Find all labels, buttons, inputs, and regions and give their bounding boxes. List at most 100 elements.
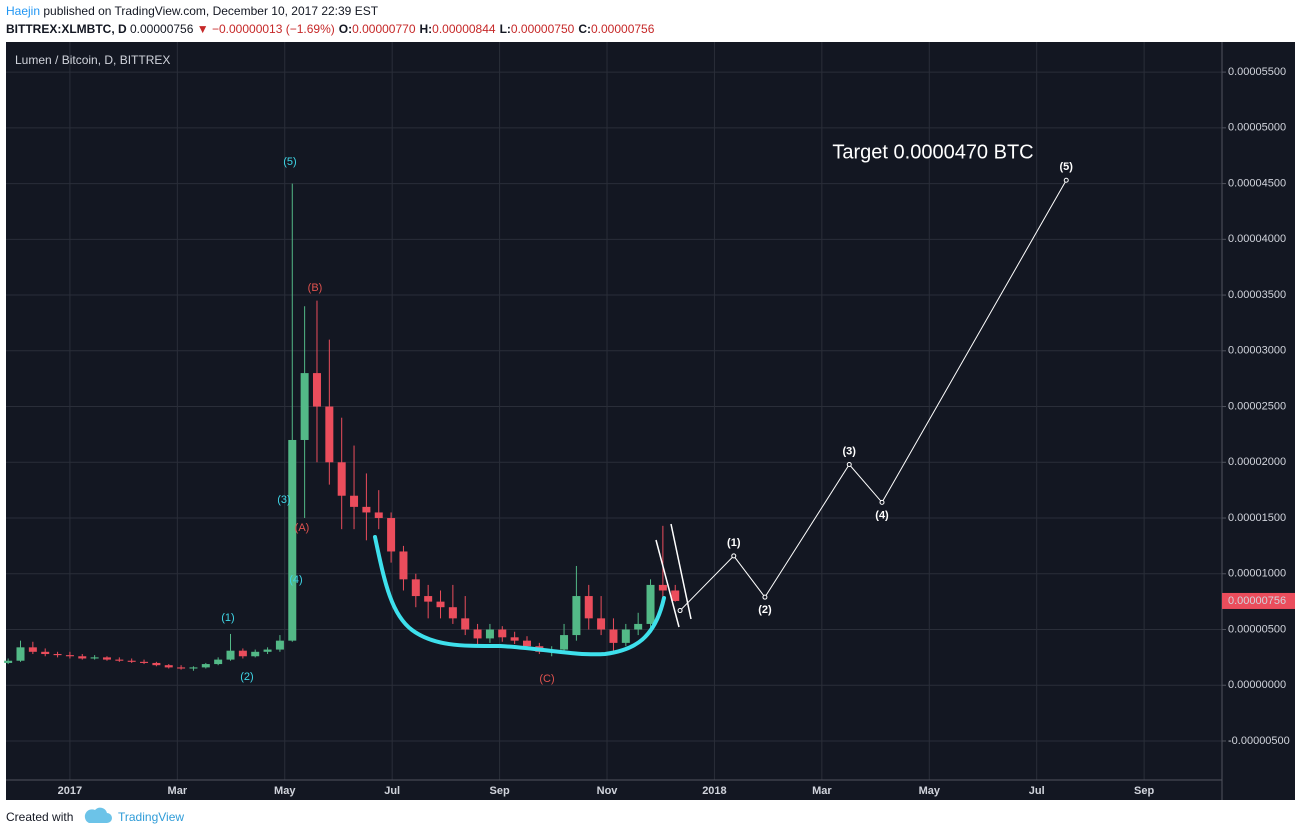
footer-created: Created with <box>6 810 73 824</box>
ohlc-value: 0.00000750 <box>511 22 575 36</box>
x-tick-label: Mar <box>812 785 832 797</box>
ohlc-key: O: <box>339 22 352 36</box>
symbol: BITTREX:XLMBTC, D <box>6 22 127 36</box>
direction: ▼ <box>197 22 209 36</box>
change: −0.00000013 (−1.69%) <box>212 22 335 36</box>
candle-body <box>140 661 149 663</box>
candle-body <box>41 651 50 655</box>
y-tick-label: 0.00005000 <box>1228 122 1286 134</box>
projection-label: (4) <box>875 509 889 521</box>
y-tick-label: 0.00001000 <box>1228 568 1286 580</box>
candle-body <box>411 579 420 597</box>
candle-body <box>189 667 198 669</box>
candle-body <box>510 637 519 641</box>
ohlc-value: 0.00000756 <box>591 22 655 36</box>
projection-label: (5) <box>1060 161 1074 173</box>
candle-body <box>522 640 531 647</box>
candle-body <box>78 656 87 659</box>
candle-body <box>572 596 581 636</box>
candle-body <box>448 607 457 619</box>
candle-body <box>671 590 680 601</box>
author[interactable]: Haejin <box>6 4 40 18</box>
candle-body <box>609 629 618 643</box>
y-tick-label: 0.00001500 <box>1228 512 1286 524</box>
candle-body <box>362 506 371 513</box>
ohlc-value: 0.00000844 <box>432 22 496 36</box>
candle-body <box>621 629 630 643</box>
ohlc-key: L: <box>500 22 511 36</box>
candles <box>4 183 680 671</box>
candle-body <box>424 596 433 602</box>
x-tick-label: Jul <box>1029 785 1045 797</box>
projection-point <box>731 553 737 559</box>
y-tick-label: 0.00000000 <box>1228 679 1286 691</box>
candle-body <box>288 439 297 641</box>
footer-brand[interactable]: TradingView <box>118 810 184 824</box>
candle-body <box>461 618 470 630</box>
candle-body <box>115 659 124 661</box>
y-tick-label: 0.00000500 <box>1228 623 1286 635</box>
candle-body <box>28 647 37 652</box>
projection-label: (1) <box>727 537 741 549</box>
last-price-label: 0.00000756 <box>1228 595 1286 607</box>
annotations: (1) (2) (3) (4) (5) (5) (3) (4) (1) (2) (B) (A) (C) T… <box>221 141 1073 685</box>
wedge-line <box>655 539 680 628</box>
wave-label: (2) <box>240 671 253 683</box>
x-tick-label: Nov <box>597 785 619 797</box>
candle-body <box>485 629 494 639</box>
y-tick-label: 0.00003000 <box>1228 345 1286 357</box>
candle-body <box>436 601 445 608</box>
candle-body <box>164 665 173 668</box>
wave-label: (4) <box>289 574 302 586</box>
wave-label: (B) <box>308 282 323 294</box>
candle-body <box>90 657 99 659</box>
chart-title: Lumen / Bitcoin, D, BITTREX <box>15 53 170 67</box>
ohlc-key: C: <box>578 22 591 36</box>
price: 0.00000756 <box>130 22 194 36</box>
wave-label: (C) <box>539 673 554 685</box>
candle-body <box>226 650 235 660</box>
wave-label: (3) <box>277 494 290 506</box>
candle-body <box>374 512 383 519</box>
candle-body <box>387 518 396 552</box>
candle-body <box>53 654 62 656</box>
y-tick-label: 0.00004500 <box>1228 177 1286 189</box>
logo[interactable] <box>84 807 112 823</box>
x-tick-label: Jul <box>384 785 400 797</box>
candle-body <box>312 373 321 407</box>
candle-body <box>251 651 260 657</box>
projection-point <box>879 499 885 505</box>
candle-body <box>325 406 334 463</box>
candle-body <box>65 655 74 657</box>
ohlc-value: 0.00000770 <box>352 22 416 36</box>
candle-body <box>597 618 606 630</box>
symbol-line: BITTREX:XLMBTC, D 0.00000756 ▼ −0.000000… <box>6 22 655 36</box>
x-tick-label: May <box>274 785 296 797</box>
last-price-box <box>1222 592 1295 609</box>
candle-body <box>201 664 210 668</box>
y-tick-label: 0.00002000 <box>1228 456 1286 468</box>
wave-label: (5) <box>283 156 296 168</box>
y-tick-label: 0.00002500 <box>1228 400 1286 412</box>
candle-body <box>560 635 569 650</box>
candle-body <box>658 584 667 591</box>
wave-label: (A) <box>295 522 310 534</box>
y-tick-label: 0.00003500 <box>1228 289 1286 301</box>
candle-body <box>300 373 309 440</box>
x-tick-label: Mar <box>168 785 188 797</box>
projection-point <box>677 608 683 614</box>
x-tick-label: 2017 <box>58 785 82 797</box>
candle-body <box>498 629 507 638</box>
candle-body <box>152 662 161 666</box>
ohlc: O:0.00000770 H:0.00000844 L:0.00000750 C:0.… <box>339 22 655 36</box>
candle-body <box>263 649 272 652</box>
chart-background <box>6 42 1295 800</box>
projection-point <box>762 594 768 600</box>
projection-point <box>1063 177 1069 183</box>
ohlc-key: H: <box>420 22 433 36</box>
candle-body <box>646 584 655 624</box>
projection-line <box>679 179 1067 611</box>
candle-body <box>584 596 593 619</box>
